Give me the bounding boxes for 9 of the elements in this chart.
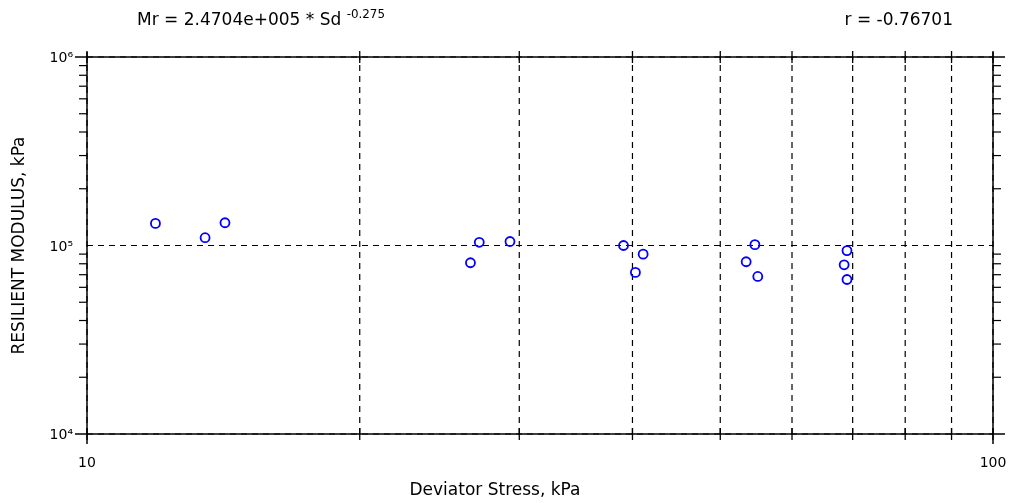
chart-title: Mr = 2.4704e+005 * Sd $^{-0.275}$ [137, 7, 385, 29]
y-axis-title: RESILIENT MODULUS, kPa [8, 136, 28, 355]
y-tick-label: 10⁶ [49, 49, 74, 65]
y-tick-label: 10⁵ [49, 237, 73, 254]
x-axis-title: Deviator Stress, kPa [409, 479, 581, 499]
x-tick-label: 100 [979, 454, 1007, 470]
text: r = -0.76701 [844, 9, 953, 29]
y-tick-label: 10⁴ [49, 426, 74, 442]
x-tick-label: 10 [78, 454, 96, 470]
